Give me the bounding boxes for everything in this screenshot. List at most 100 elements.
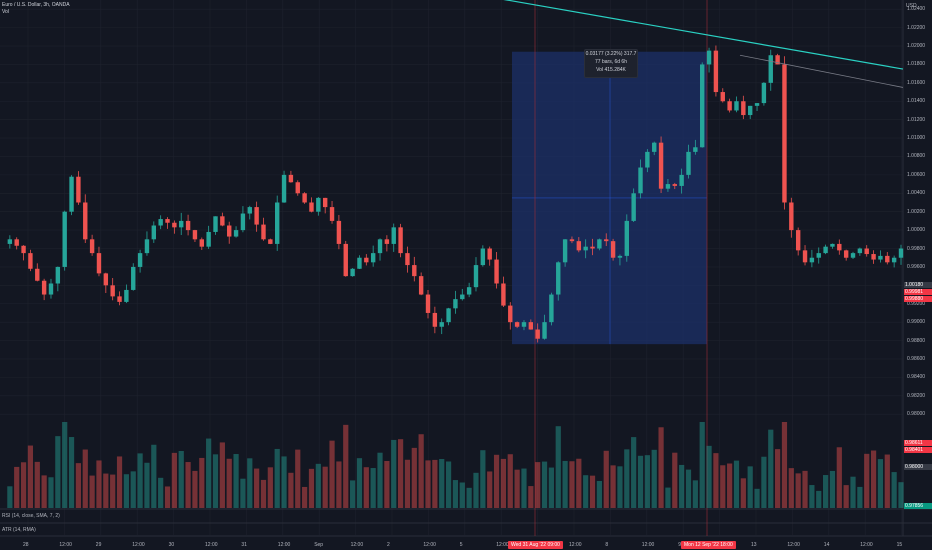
volume-bar: [877, 459, 884, 508]
volume-bar: [569, 461, 575, 508]
volume-bar: [768, 429, 774, 508]
candle-body: [254, 207, 259, 225]
candle-body: [795, 230, 801, 251]
candle-body: [247, 207, 252, 214]
volume-bar: [637, 455, 644, 508]
volume-bar: [336, 461, 342, 508]
candle-body: [706, 50, 712, 65]
candle-body: [843, 250, 849, 258]
candle-body: [28, 253, 33, 269]
volume-bar: [171, 452, 177, 508]
time-tick: 31: [241, 542, 247, 548]
candle-body: [96, 253, 102, 274]
candle-body: [48, 283, 54, 295]
candle-body: [700, 64, 705, 148]
candle-body: [453, 299, 458, 309]
volume-bar: [302, 486, 308, 508]
volume-bar: [315, 463, 321, 508]
candle-body: [89, 239, 95, 254]
price-tick: 0.99600: [907, 263, 926, 270]
candle-body: [432, 312, 438, 327]
measure-tooltip: 0.03177 (3.22%) 317.7 77 bars, 6d 6h Vol…: [584, 49, 638, 78]
time-tick: 12:00: [569, 542, 582, 548]
candle-body: [220, 216, 225, 226]
volume-bar: [356, 458, 363, 508]
volume-bar: [740, 478, 746, 508]
candle-body: [185, 220, 191, 231]
volume-bar: [41, 475, 47, 508]
volume-bar: [206, 438, 212, 508]
price-tick: 1.02000: [907, 43, 926, 50]
candle-body: [830, 243, 835, 247]
volume-bar: [82, 449, 88, 508]
price-tag: 0.97856: [904, 503, 932, 509]
volume-bar: [254, 468, 260, 508]
volume-bar: [27, 445, 34, 508]
price-tick: 1.01000: [907, 135, 926, 142]
candle-body: [501, 283, 506, 306]
volume-bar: [562, 460, 568, 508]
volume-bar: [55, 436, 61, 508]
candle-body: [103, 273, 109, 286]
price-tick: 1.00200: [907, 208, 926, 215]
volume-bar: [500, 458, 507, 508]
price-tick: 1.01600: [907, 79, 926, 86]
candle-body: [850, 253, 856, 258]
volume-bar: [212, 454, 219, 508]
volume-bar: [870, 450, 877, 508]
time-tick: 9: [678, 542, 681, 548]
candle-body: [41, 280, 47, 295]
time-tick: 8: [605, 542, 609, 548]
price-tag: 0.99880: [904, 296, 932, 302]
volume-bar: [727, 463, 733, 508]
volume-bar: [822, 475, 829, 508]
candle-body: [446, 308, 451, 323]
volume-bar: [521, 468, 527, 508]
volume-bar: [665, 487, 671, 508]
volume-bar: [850, 476, 856, 508]
time-tick: 12:00: [59, 542, 72, 548]
candle-body: [405, 253, 410, 266]
candle-body: [658, 142, 664, 189]
price-tick: 1.00000: [907, 227, 926, 234]
candle-body: [391, 227, 396, 244]
candle-body: [131, 266, 136, 290]
candle-body: [206, 231, 211, 247]
symbol-title: Euro / U.S. Dollar, 3h, OANDA: [2, 2, 70, 8]
time-badge-start: Wed 31 Aug '22 09:00: [508, 541, 563, 549]
volume-bar: [692, 480, 698, 508]
candle-body: [891, 257, 897, 263]
candle-body: [535, 329, 540, 339]
candle-body: [110, 285, 115, 297]
volume-bar: [322, 466, 328, 508]
candle-body: [713, 50, 719, 93]
time-tick: 12:00: [132, 542, 145, 548]
time-tick: 28: [23, 542, 29, 548]
candle-body: [768, 55, 773, 83]
candle-body: [62, 211, 67, 267]
price-tick: 0.98800: [907, 337, 926, 344]
volume-bar: [350, 480, 356, 508]
candle-body: [480, 248, 486, 266]
price-tick: 1.02200: [907, 24, 926, 31]
volume-bar: [857, 486, 863, 508]
volume-bar: [843, 485, 849, 508]
volume-bar: [432, 459, 438, 508]
rsi-label: RSI (14, close, SMA, 7, 2): [2, 513, 60, 519]
candle-body: [576, 241, 582, 251]
candle-body: [329, 207, 335, 221]
candle-body: [679, 174, 684, 186]
volume-bar: [158, 477, 164, 508]
volume-bar: [761, 456, 767, 508]
volume-bar: [103, 473, 109, 508]
volume-bar: [672, 452, 678, 508]
candle-body: [672, 184, 677, 186]
candle-body: [295, 182, 300, 194]
candle-body: [487, 248, 492, 260]
candle-body: [754, 103, 760, 106]
candle-body: [227, 225, 232, 237]
volume-bar: [733, 460, 740, 508]
candle-body: [192, 230, 198, 240]
